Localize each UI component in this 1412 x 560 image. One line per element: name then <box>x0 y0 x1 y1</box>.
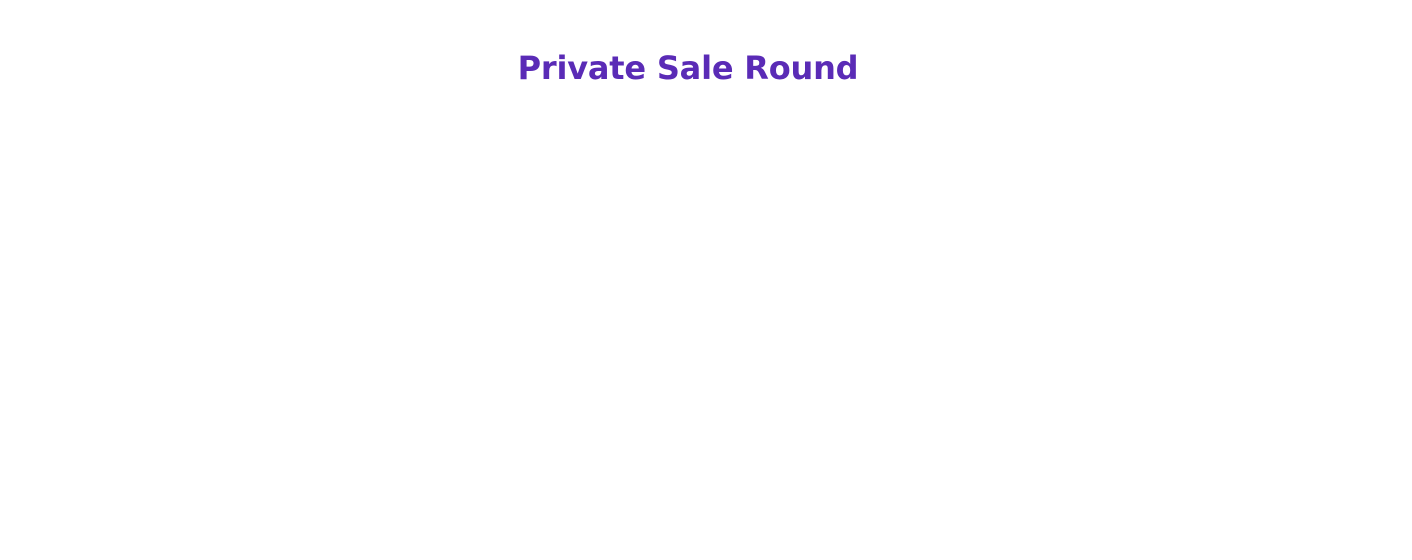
section-title: Private Sale Round <box>517 49 859 87</box>
content-area <box>0 110 1412 560</box>
